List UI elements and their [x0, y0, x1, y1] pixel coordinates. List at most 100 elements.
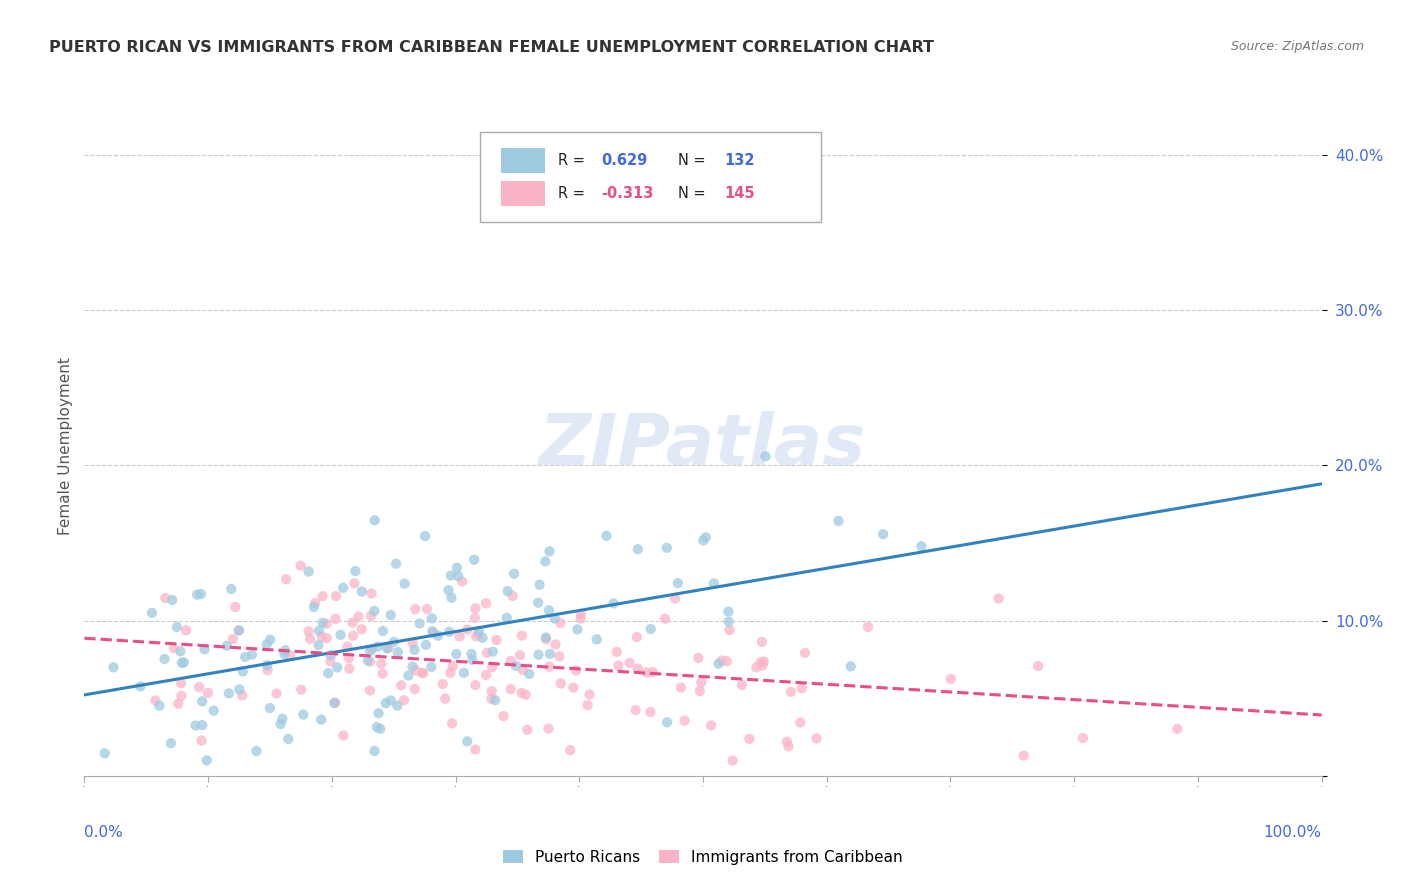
Point [1012, 748, 1035, 763]
Point [221, 582, 243, 596]
Point [228, 624, 250, 638]
Text: 0.629: 0.629 [602, 153, 648, 168]
Point [170, 656, 193, 670]
Point [544, 638, 567, 652]
Point [404, 681, 426, 696]
Point [585, 632, 607, 647]
Point [534, 632, 557, 647]
Point [465, 629, 488, 643]
Point [537, 603, 560, 617]
Text: 100.0%: 100.0% [1264, 825, 1322, 840]
Point [543, 611, 565, 625]
Point [534, 631, 557, 645]
Point [290, 682, 312, 697]
Point [394, 576, 416, 591]
Point [669, 681, 692, 695]
Point [721, 754, 744, 768]
Point [481, 660, 503, 674]
Point [350, 623, 373, 637]
Point [311, 589, 333, 603]
Point [717, 605, 740, 619]
Point [626, 630, 648, 644]
Point [309, 713, 332, 727]
Point [703, 576, 725, 591]
Point [256, 658, 278, 673]
Point [155, 591, 177, 605]
Point [673, 714, 696, 728]
Text: N =: N = [678, 153, 710, 168]
Point [233, 650, 256, 665]
Point [447, 569, 470, 583]
Point [602, 597, 624, 611]
Point [475, 596, 498, 610]
Point [627, 542, 650, 557]
Point [325, 612, 347, 626]
Point [332, 729, 354, 743]
Y-axis label: Female Unemployment: Female Unemployment [58, 357, 73, 535]
Point [1026, 659, 1049, 673]
Point [412, 666, 434, 681]
Point [484, 693, 506, 707]
Point [344, 564, 367, 578]
Point [129, 680, 152, 694]
Point [357, 653, 380, 667]
Point [148, 698, 170, 713]
Point [437, 624, 460, 639]
Point [316, 666, 339, 681]
Point [527, 648, 550, 662]
Point [256, 663, 278, 677]
Point [654, 612, 676, 626]
Point [308, 638, 330, 652]
Point [259, 632, 281, 647]
Point [174, 624, 197, 638]
Point [371, 624, 394, 638]
Point [304, 596, 326, 610]
Point [576, 698, 599, 713]
Point [278, 648, 301, 663]
Point [160, 593, 183, 607]
Point [856, 620, 879, 634]
Point [606, 645, 628, 659]
Point [374, 696, 396, 710]
Point [624, 703, 647, 717]
Point [319, 654, 342, 668]
Point [240, 648, 263, 662]
Point [326, 660, 349, 674]
Point [232, 665, 254, 679]
Point [413, 529, 436, 543]
Point [256, 637, 278, 651]
Point [538, 647, 561, 661]
Point [231, 689, 253, 703]
Point [422, 626, 444, 640]
Point [464, 678, 486, 692]
Point [619, 656, 641, 670]
Point [297, 565, 319, 579]
Point [468, 624, 491, 638]
Point [363, 744, 385, 758]
Point [103, 660, 125, 674]
Point [745, 660, 768, 674]
Point [550, 676, 572, 690]
Point [565, 664, 588, 678]
Point [408, 616, 430, 631]
Point [401, 659, 423, 673]
Point [641, 665, 664, 679]
Bar [502, 148, 544, 173]
Point [93, 747, 115, 761]
Point [169, 644, 191, 658]
Point [202, 704, 225, 718]
Point [440, 568, 463, 582]
Point [502, 589, 524, 603]
Point [215, 639, 238, 653]
Point [319, 648, 342, 663]
Point [481, 691, 503, 706]
Point [315, 632, 337, 646]
Point [343, 576, 366, 591]
Text: Source: ZipAtlas.com: Source: ZipAtlas.com [1230, 40, 1364, 54]
Point [271, 712, 294, 726]
Point [245, 744, 267, 758]
Text: R =: R = [558, 153, 589, 168]
Point [160, 736, 183, 750]
Point [292, 707, 315, 722]
Point [363, 513, 385, 527]
